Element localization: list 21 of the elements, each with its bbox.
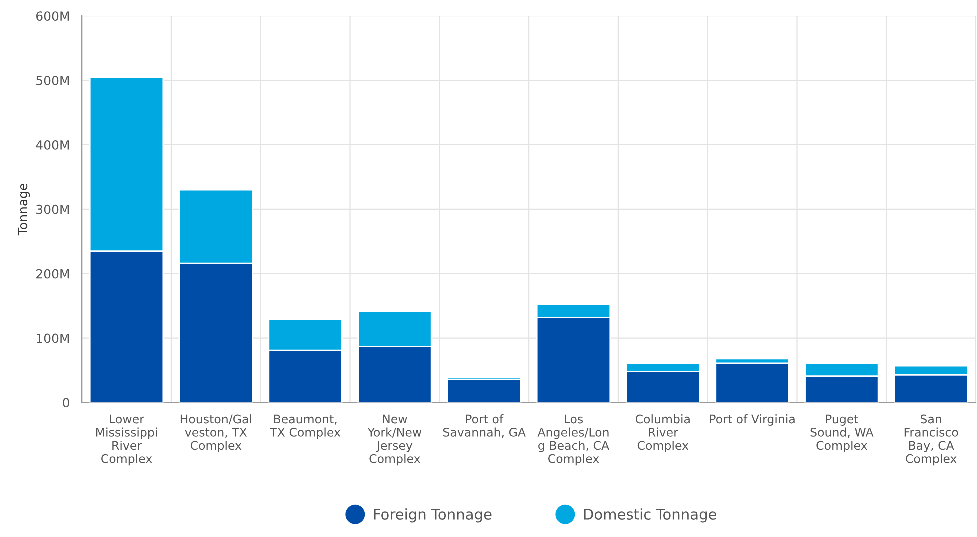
x-tick-label: San Francisco Bay, CA Complex (904, 414, 958, 466)
y-tick-label: 100M (36, 334, 70, 344)
x-tick-label: Puget Sound, WA Complex (810, 414, 874, 452)
y-tick-label: 300M (36, 204, 70, 214)
y-tick-label: 500M (36, 76, 70, 86)
x-tick-label: Houston/Gal veston, TX Complex (180, 414, 252, 452)
y-tick-label: 400M (36, 140, 70, 150)
y-tick-label: 0 (63, 398, 70, 408)
y-axis-title: Tonnage (18, 184, 30, 236)
y-tick-label: 600M (36, 12, 70, 22)
bar (447, 378, 522, 403)
x-tick-label: Columbia River Complex (636, 414, 690, 452)
legend-label: Domestic Tonnage (584, 508, 717, 523)
legend-label: Foreign Tonnage (374, 508, 492, 523)
x-tick-label: Beaumont, TX Complex (270, 414, 341, 440)
y-tick-label: 200M (36, 269, 70, 279)
x-tick-label: Port of Virginia (710, 414, 795, 426)
x-tick-label: Lower Mississippi River Complex (96, 414, 158, 466)
x-tick-label: Los Angeles/Lon g Beach, CA Complex (538, 414, 610, 466)
x-tick-label: Port of Savannah, GA (443, 414, 526, 438)
x-tick-label: New York/New Jersey Complex (368, 414, 422, 466)
